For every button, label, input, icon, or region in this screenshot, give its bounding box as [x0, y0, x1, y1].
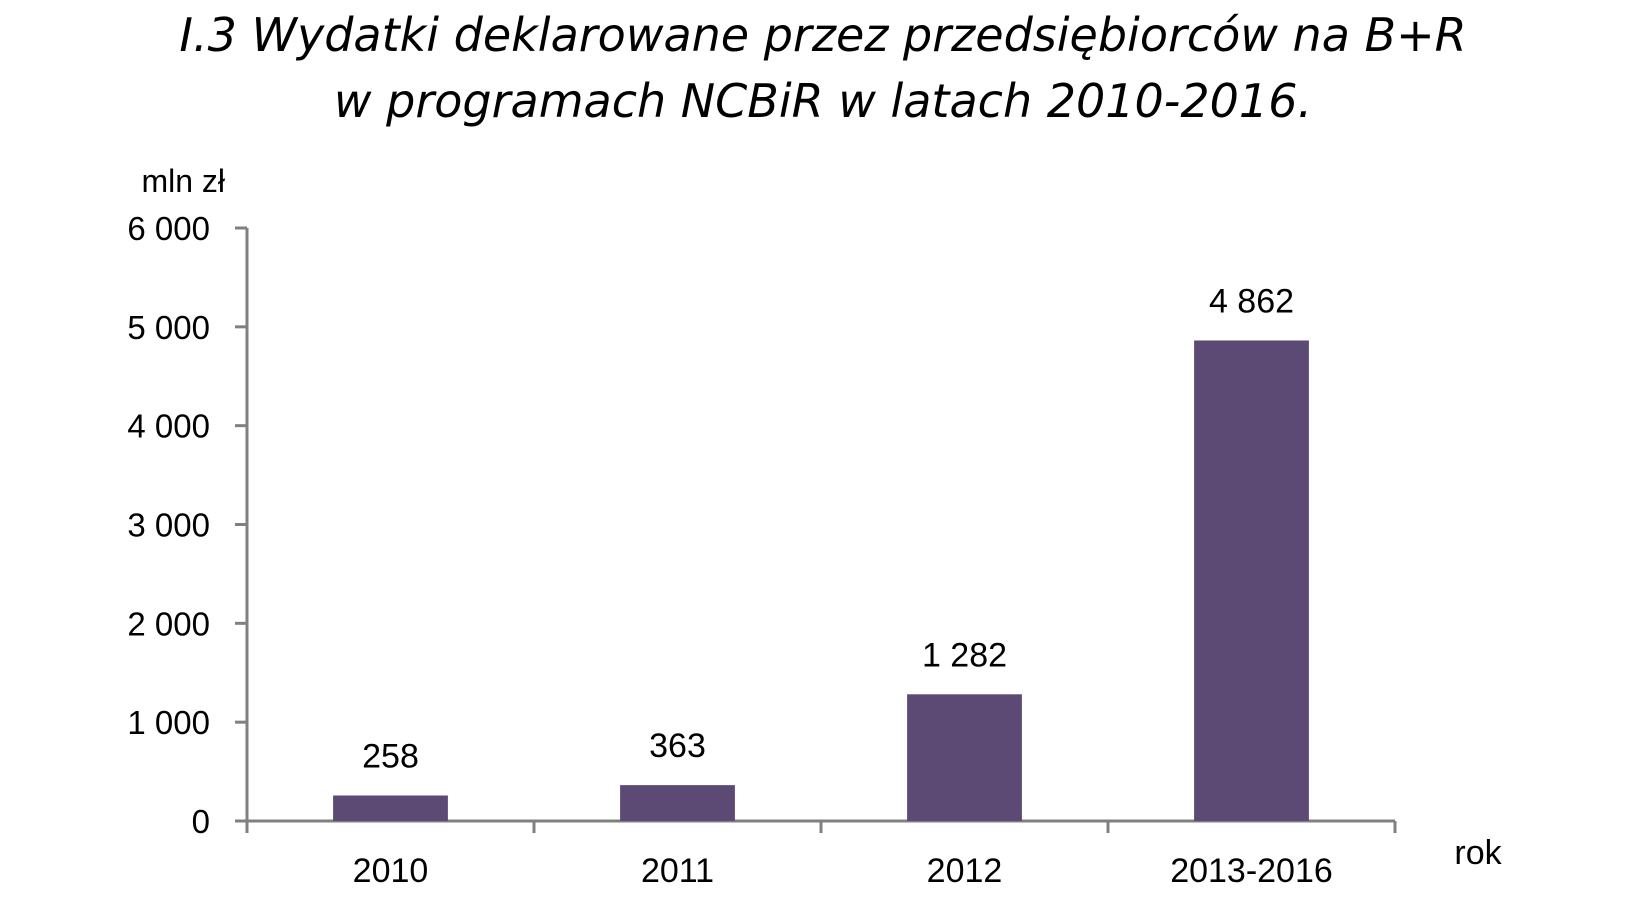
- data-label: 4 862: [1209, 282, 1294, 320]
- y-tick-label: 1 000: [127, 704, 210, 741]
- chart-title-line-2: w programach NCBiR w latach 2010-2016.: [333, 74, 1313, 128]
- x-axis-unit-label: rok: [1454, 834, 1502, 872]
- y-tick-label: 4 000: [127, 408, 210, 445]
- y-axis-unit-label: mln zł: [141, 163, 225, 199]
- x-tick-label: 2012: [927, 852, 1003, 890]
- y-tick-label: 3 000: [127, 507, 210, 544]
- data-label: 258: [362, 738, 419, 776]
- bar: [333, 795, 448, 821]
- bar: [907, 694, 1022, 821]
- chart-title: I.3 Wydatki deklarowane przez przedsiębi…: [0, 0, 1646, 134]
- y-tick-label: 0: [192, 803, 210, 840]
- y-tick-label: 6 000: [127, 210, 210, 247]
- bar: [1194, 340, 1309, 821]
- chart-marks: 0 1 000 2 000 3 000 4 000 5 000 6 000 258 2010 36…: [127, 210, 1397, 890]
- data-label: 363: [649, 727, 706, 765]
- data-label: 1 282: [922, 636, 1007, 674]
- bar: [620, 785, 735, 821]
- x-tick-label: 2013-2016: [1170, 852, 1333, 890]
- x-tick-label: 2011: [641, 852, 714, 890]
- y-tick-label: 2 000: [127, 605, 210, 642]
- chart-title-line-1: I.3 Wydatki deklarowane przez przedsiębi…: [179, 8, 1467, 62]
- x-tick-label: 2010: [353, 852, 429, 890]
- y-tick-label: 5 000: [127, 309, 210, 346]
